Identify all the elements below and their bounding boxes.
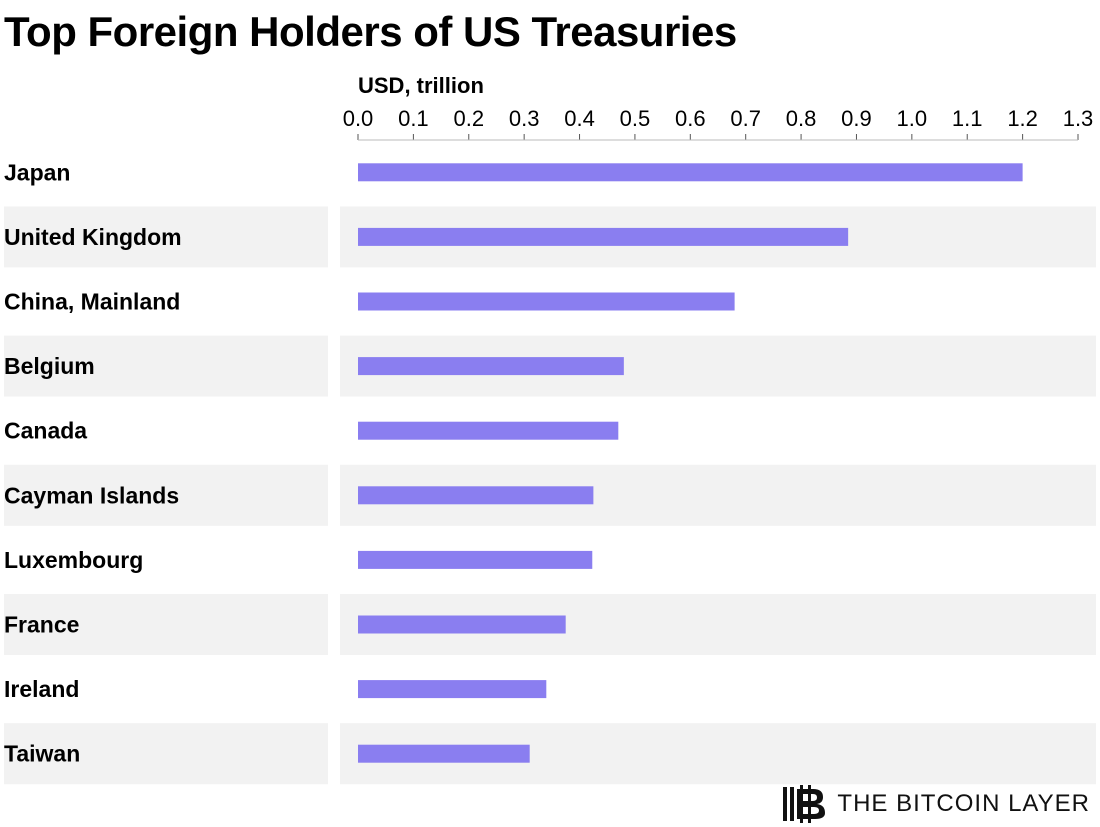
bar bbox=[358, 292, 735, 311]
category-label: Ireland bbox=[4, 676, 79, 702]
x-tick-label: 1.0 bbox=[897, 106, 928, 131]
row-band-label bbox=[4, 464, 328, 526]
bar bbox=[358, 163, 1023, 182]
x-tick-label: 1.3 bbox=[1063, 106, 1094, 131]
x-tick-label: 0.8 bbox=[786, 106, 817, 131]
x-tick-label: 0.3 bbox=[509, 106, 540, 131]
category-label: Canada bbox=[4, 418, 87, 444]
x-tick-label: 0.0 bbox=[343, 106, 374, 131]
category-label: Japan bbox=[4, 159, 70, 185]
bitcoin-layer-logo-icon bbox=[783, 785, 826, 823]
x-tick-label: 0.4 bbox=[564, 106, 595, 131]
category-label: Cayman Islands bbox=[4, 482, 179, 508]
bar-chart: USD, trillion 0.0 0.1 0.2 0.3 0.4 0.5 0.6 0.7 0.8… bbox=[4, 73, 1096, 785]
row-band-label bbox=[4, 723, 328, 785]
bar bbox=[358, 615, 566, 634]
row-band-label bbox=[4, 335, 328, 397]
bar bbox=[358, 744, 530, 763]
x-tick-label: 0.2 bbox=[453, 106, 484, 131]
category-label: China, Mainland bbox=[4, 289, 180, 315]
bar bbox=[358, 486, 594, 505]
bar bbox=[358, 227, 849, 246]
chart-title: Top Foreign Holders of US Treasuries bbox=[4, 8, 737, 55]
row-band-label bbox=[4, 594, 328, 655]
category-label: Luxembourg bbox=[4, 547, 143, 573]
brand: THE BITCOIN LAYER bbox=[783, 785, 1090, 823]
x-tick-label: 0.6 bbox=[675, 106, 706, 131]
row-band-label bbox=[4, 206, 328, 268]
category-label: Belgium bbox=[4, 353, 95, 379]
x-tick-label: 1.2 bbox=[1007, 106, 1038, 131]
category-label: Taiwan bbox=[4, 741, 80, 767]
x-tick-label: 0.9 bbox=[841, 106, 872, 131]
category-label: France bbox=[4, 612, 79, 638]
bar bbox=[358, 550, 593, 569]
x-tick-label: 0.5 bbox=[620, 106, 651, 131]
x-tick-label: 1.1 bbox=[952, 106, 983, 131]
bar bbox=[358, 357, 624, 376]
brand-name: THE BITCOIN LAYER bbox=[837, 790, 1090, 817]
bar bbox=[358, 421, 619, 440]
bar bbox=[358, 680, 547, 699]
axis-unit-label: USD, trillion bbox=[358, 73, 484, 98]
category-label: United Kingdom bbox=[4, 224, 182, 250]
x-tick-label: 0.7 bbox=[730, 106, 761, 131]
x-tick-label: 0.1 bbox=[398, 106, 429, 131]
